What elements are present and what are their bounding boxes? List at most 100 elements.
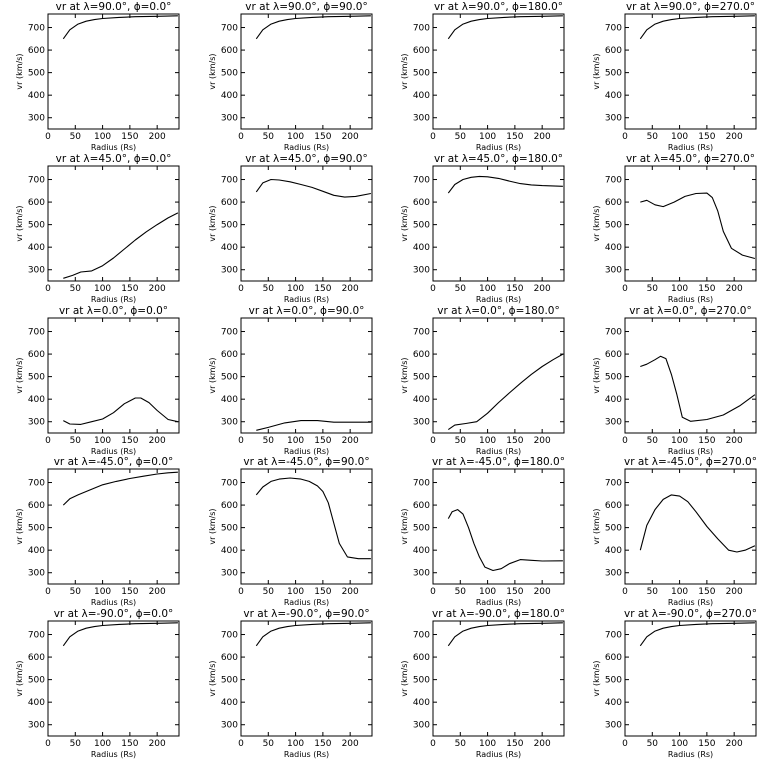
x-tick-label: 50 [70, 436, 82, 446]
x-tick-label: 200 [534, 436, 551, 446]
x-tick-label: 0 [430, 436, 436, 446]
x-tick-label: 100 [287, 436, 304, 446]
panel-title: vr at λ=0.0°, ϕ=180.0° [437, 305, 559, 317]
x-tick-label: 100 [94, 436, 111, 446]
panel-8: vr at λ=0.0°, ϕ=0.0° 0 50 100 150 200 300 400 50… [15, 305, 180, 456]
x-tick-label: 50 [455, 587, 467, 597]
x-tick-label: 0 [622, 284, 628, 294]
x-tick-label: 150 [506, 132, 523, 142]
y-axis-label: vr (km/s) [400, 357, 409, 393]
x-tick-label: 0 [238, 739, 244, 749]
plot-frame [624, 620, 757, 737]
x-tick-label: 200 [534, 587, 551, 597]
series-line [639, 494, 756, 553]
y-tick-label: 300 [413, 418, 430, 428]
x-tick-label: 150 [121, 436, 138, 446]
series-line [256, 420, 371, 431]
x-axis-label: Radius (Rs) [668, 143, 713, 152]
panel-title: vr at λ=0.0°, ϕ=270.0° [629, 305, 751, 317]
x-tick-label: 100 [479, 436, 496, 446]
panel-title: vr at λ=-90.0°, ϕ=0.0° [54, 608, 174, 620]
x-tick-label: 50 [263, 132, 275, 142]
x-tick-label: 100 [479, 132, 496, 142]
y-tick-label: 300 [605, 114, 622, 124]
series-line [255, 477, 371, 560]
series-line [255, 15, 371, 40]
y-tick-label: 600 [221, 198, 238, 208]
y-tick-label: 700 [413, 479, 430, 489]
plot-frame [624, 13, 757, 130]
y-tick-label: 300 [221, 114, 238, 124]
x-tick-label: 0 [238, 284, 244, 294]
panel-title: vr at λ=90.0°, ϕ=90.0° [245, 1, 367, 13]
x-tick-label: 200 [149, 436, 166, 446]
x-axis-label: Radius (Rs) [91, 143, 136, 152]
y-tick-label: 400 [221, 243, 238, 253]
y-tick-label: 600 [605, 501, 622, 511]
x-tick-label: 200 [342, 739, 359, 749]
y-tick-label: 700 [221, 479, 238, 489]
x-tick-label: 150 [121, 284, 138, 294]
y-tick-label: 500 [605, 373, 622, 383]
y-axis-label: vr (km/s) [15, 205, 24, 241]
x-tick-label: 0 [238, 587, 244, 597]
x-axis-label: Radius (Rs) [476, 598, 521, 607]
plot-frame [47, 620, 180, 737]
y-tick-label: 300 [605, 569, 622, 579]
panel-6: vr at λ=45.0°, ϕ=180.0° 0 50 100 150 200 300 40… [400, 153, 565, 304]
y-tick-label: 300 [28, 114, 45, 124]
y-tick-label: 700 [28, 176, 45, 186]
y-tick-label: 400 [605, 395, 622, 405]
y-tick-label: 400 [413, 243, 430, 253]
y-tick-label: 500 [221, 524, 238, 534]
x-axis-label: Radius (Rs) [668, 750, 713, 759]
x-tick-label: 150 [121, 739, 138, 749]
y-tick-label: 300 [413, 266, 430, 276]
panel-3: vr at λ=90.0°, ϕ=270.0° 0 50 100 150 200 300 40… [592, 1, 757, 152]
x-tick-label: 200 [534, 284, 551, 294]
panel-5: vr at λ=45.0°, ϕ=90.0° 0 50 100 150 200 300 400… [208, 153, 373, 304]
plot-frame [432, 13, 565, 130]
series-line [639, 622, 755, 647]
panel-14: vr at λ=-45.0°, ϕ=180.0° 0 50 100 150 200 300 4… [400, 456, 565, 607]
x-axis-label: Radius (Rs) [284, 750, 329, 759]
x-tick-label: 50 [70, 132, 82, 142]
y-tick-label: 500 [413, 524, 430, 534]
x-tick-label: 150 [506, 587, 523, 597]
x-tick-label: 200 [342, 132, 359, 142]
x-axis-label: Radius (Rs) [476, 447, 521, 456]
x-tick-label: 0 [430, 284, 436, 294]
x-tick-label: 0 [622, 739, 628, 749]
x-tick-label: 50 [647, 739, 659, 749]
y-tick-label: 600 [221, 653, 238, 663]
y-tick-label: 500 [413, 373, 430, 383]
x-tick-label: 200 [726, 436, 743, 446]
x-axis-label: Radius (Rs) [476, 295, 521, 304]
series-line [640, 192, 756, 260]
x-tick-label: 0 [238, 436, 244, 446]
x-tick-label: 50 [647, 284, 659, 294]
panel-7: vr at λ=45.0°, ϕ=270.0° 0 50 100 150 200 300 40… [592, 153, 757, 304]
panel-16: vr at λ=-90.0°, ϕ=0.0° 0 50 100 150 200 300 400… [15, 608, 180, 759]
x-axis-label: Radius (Rs) [476, 143, 521, 152]
y-axis-label: vr (km/s) [15, 53, 24, 89]
x-tick-label: 0 [430, 587, 436, 597]
x-tick-label: 100 [671, 587, 688, 597]
x-tick-label: 100 [479, 284, 496, 294]
series-line [447, 15, 563, 40]
x-tick-label: 50 [263, 739, 275, 749]
panel-15: vr at λ=-45.0°, ϕ=270.0° 0 50 100 150 200 300 4… [592, 456, 757, 607]
y-tick-label: 700 [221, 24, 238, 34]
x-tick-label: 50 [455, 132, 467, 142]
x-tick-label: 150 [506, 284, 523, 294]
plot-frame [240, 468, 373, 585]
y-tick-label: 400 [28, 395, 45, 405]
panel-title: vr at λ=45.0°, ϕ=180.0° [434, 153, 563, 165]
x-tick-label: 50 [263, 284, 275, 294]
x-tick-label: 100 [287, 587, 304, 597]
y-tick-label: 300 [605, 266, 622, 276]
y-tick-label: 500 [413, 221, 430, 231]
y-tick-label: 400 [413, 546, 430, 556]
panel-title: vr at λ=-90.0°, ϕ=270.0° [624, 608, 757, 620]
y-tick-label: 300 [28, 721, 45, 731]
